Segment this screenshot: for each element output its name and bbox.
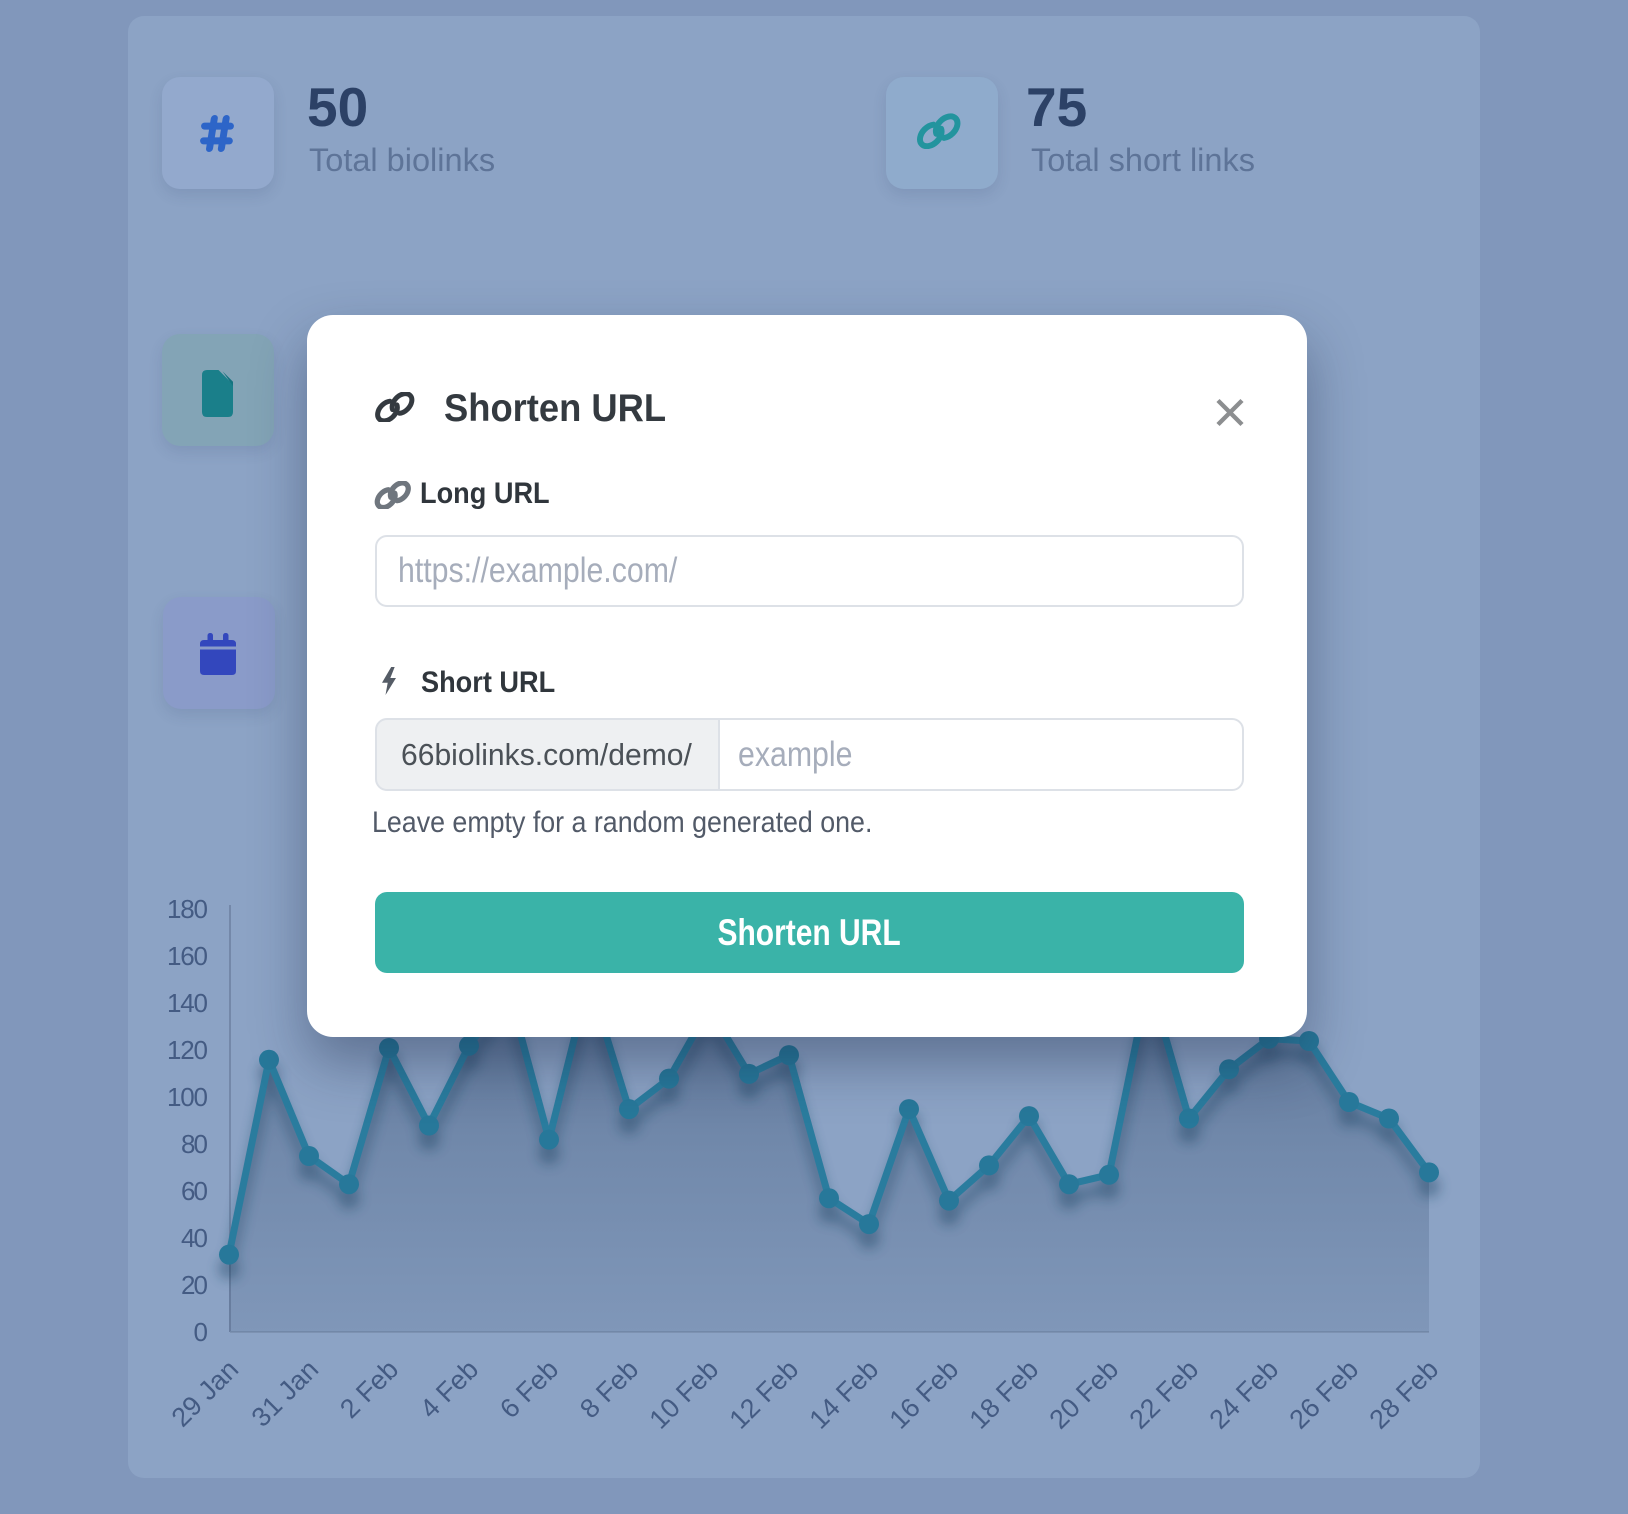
svg-text:160: 160 (167, 941, 208, 971)
svg-text:8 Feb: 8 Feb (574, 1354, 644, 1424)
svg-text:120: 120 (167, 1035, 208, 1065)
svg-text:20: 20 (181, 1270, 208, 1300)
svg-text:80: 80 (181, 1129, 208, 1159)
svg-text:29 Jan: 29 Jan (166, 1354, 245, 1433)
svg-text:140: 140 (167, 988, 208, 1018)
svg-text:60: 60 (181, 1176, 208, 1206)
svg-text:14 Feb: 14 Feb (804, 1354, 885, 1435)
svg-text:100: 100 (167, 1082, 208, 1112)
svg-text:4 Feb: 4 Feb (414, 1354, 484, 1424)
svg-text:12 Feb: 12 Feb (724, 1354, 805, 1435)
svg-text:40: 40 (181, 1223, 208, 1253)
svg-text:10 Feb: 10 Feb (644, 1354, 725, 1435)
svg-text:180: 180 (167, 894, 208, 924)
svg-text:22 Feb: 22 Feb (1124, 1354, 1205, 1435)
svg-text:20 Feb: 20 Feb (1044, 1354, 1125, 1435)
svg-text:6 Feb: 6 Feb (494, 1354, 564, 1424)
svg-text:16 Feb: 16 Feb (884, 1354, 965, 1435)
svg-text:26 Feb: 26 Feb (1284, 1354, 1365, 1435)
svg-text:31 Jan: 31 Jan (246, 1354, 325, 1433)
svg-text:2 Feb: 2 Feb (334, 1354, 404, 1424)
svg-text:24 Feb: 24 Feb (1204, 1354, 1285, 1435)
svg-text:18 Feb: 18 Feb (964, 1354, 1045, 1435)
svg-text:0: 0 (194, 1317, 208, 1347)
svg-text:28 Feb: 28 Feb (1364, 1354, 1445, 1435)
